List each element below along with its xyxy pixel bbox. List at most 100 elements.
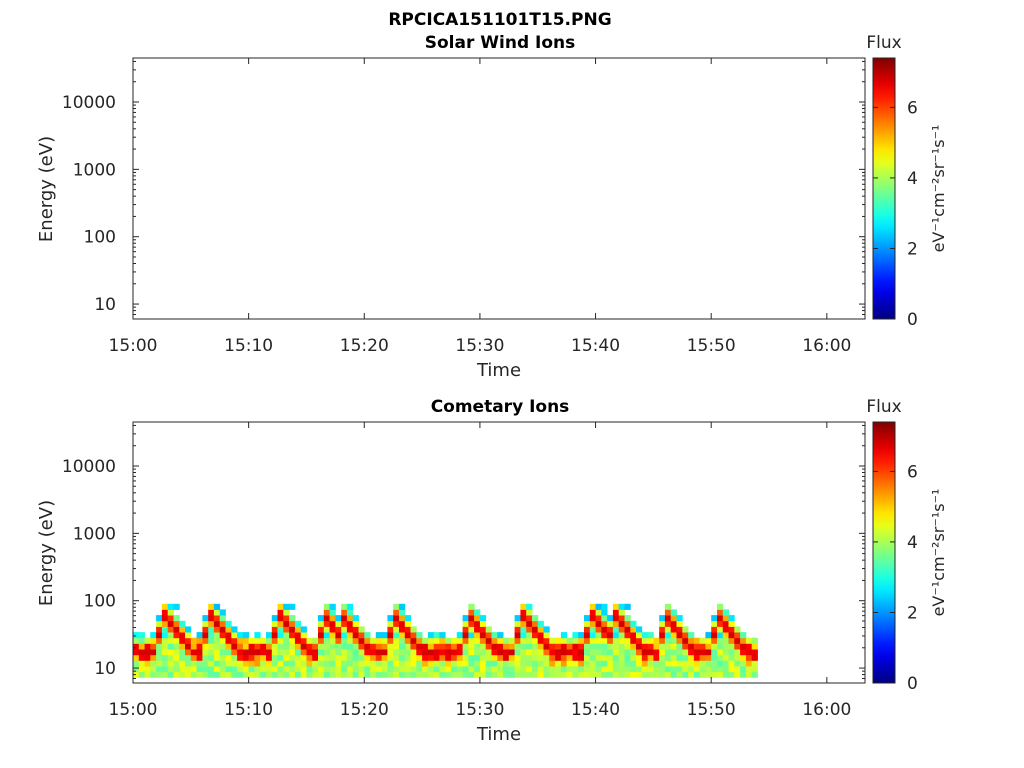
spectrogram-cell <box>346 649 354 656</box>
spectrogram-cell <box>734 654 741 661</box>
spectrogram-cell <box>289 671 296 678</box>
spectrogram-cell <box>294 643 302 650</box>
spectrogram-cell <box>566 643 573 650</box>
spectrogram-cell <box>647 671 654 678</box>
spectrogram-cell <box>566 649 573 656</box>
spectrogram-cell <box>219 649 226 656</box>
spectrogram-cell <box>416 649 423 656</box>
spectrogram-cell <box>711 632 718 639</box>
spectrogram-cell <box>630 626 637 633</box>
spectrogram-cell <box>705 654 712 661</box>
colorbar-title: Flux <box>866 397 901 417</box>
spectrogram-cell <box>705 660 712 667</box>
spectrogram-cell <box>179 654 186 661</box>
spectrogram-cell <box>485 654 492 661</box>
spectrogram-cell <box>427 643 435 650</box>
spectrogram-cell <box>659 637 666 644</box>
spectrogram-cell <box>572 671 579 678</box>
spectrogram-cell <box>682 649 689 656</box>
spectrogram-cell <box>474 654 481 661</box>
spectrogram-cell <box>352 615 359 622</box>
spectrogram-cell <box>456 643 463 650</box>
spectrogram-cell <box>173 671 180 678</box>
spectrogram-cell <box>289 666 296 673</box>
spectrogram-cell <box>150 643 157 650</box>
spectrogram-cell <box>659 620 666 627</box>
colorbar: 0 2 4 6 Flux eV⁻¹cm⁻²sr⁻¹s⁻¹ <box>866 33 948 330</box>
spectrogram-cell <box>185 660 192 667</box>
spectrogram-cell <box>491 654 498 661</box>
spectrogram-cell <box>659 632 666 639</box>
solar-wind-panel: Solar Wind Ions 15:00 15:10 15:20 15:30 15:4… <box>36 33 948 381</box>
spectrogram-cell <box>532 649 539 656</box>
spectrogram-cell <box>323 620 330 627</box>
spectrogram-cell <box>219 643 226 650</box>
spectrogram-cell <box>520 666 527 673</box>
spectrogram-cell <box>612 603 620 610</box>
spectrogram-cell <box>520 626 527 633</box>
spectrogram-cell <box>618 632 625 639</box>
spectrogram-cell <box>352 632 359 639</box>
spectrogram-cell <box>248 649 255 656</box>
spectrogram-cell <box>242 637 250 644</box>
spectrogram-cell <box>693 660 701 667</box>
spectrogram-cell <box>537 666 544 673</box>
spectrogram-cell <box>612 666 620 673</box>
spectrogram-cell <box>352 660 359 667</box>
spectrogram-cell <box>676 615 683 622</box>
spectrogram-cell <box>520 660 527 667</box>
spectrogram-cell <box>636 637 643 644</box>
spectrogram-cell <box>653 671 660 678</box>
x-tick-label: 15:30 <box>455 700 504 720</box>
spectrogram-cell <box>468 660 475 667</box>
spectrogram-cell <box>202 643 209 650</box>
spectrogram-cell <box>208 649 215 656</box>
spectrogram-cell <box>485 626 492 633</box>
spectrogram-cell <box>462 666 469 673</box>
spectrogram-cell <box>254 643 261 650</box>
spectrogram-cell <box>717 620 724 627</box>
spectrogram-cell <box>560 632 568 639</box>
spectrogram-cell <box>711 660 718 667</box>
spectrogram-cell <box>381 649 388 656</box>
spectrogram-cell <box>670 626 677 633</box>
spectrogram-cell <box>179 620 186 627</box>
spectrogram-cell <box>375 643 382 650</box>
spectrogram-cell <box>543 637 550 644</box>
spectrogram-cell <box>555 643 562 650</box>
spectrogram-cell <box>670 637 677 644</box>
spectrogram-cell <box>595 643 602 650</box>
spectrogram-cell <box>462 615 469 622</box>
spectrogram-cell <box>711 615 718 622</box>
spectrogram-cell <box>734 649 741 656</box>
spectrogram-cell <box>231 654 238 661</box>
spectrogram-cell <box>242 660 250 667</box>
spectrogram-cell <box>584 654 591 661</box>
spectrogram-cell <box>294 649 302 656</box>
spectrogram-cell <box>560 666 568 673</box>
spectrogram-cell <box>740 660 747 667</box>
spectrogram-cell <box>254 632 261 639</box>
spectrogram-cell <box>578 660 585 667</box>
spectrogram-cell <box>225 649 232 656</box>
spectrogram-cell <box>346 626 354 633</box>
spectrogram-cell <box>462 626 469 633</box>
spectrogram-cell <box>612 620 620 627</box>
spectrogram-cell <box>722 626 729 633</box>
spectrogram-cell <box>422 643 429 650</box>
spectrogram-cell <box>549 649 556 656</box>
spectrogram-cell <box>260 643 267 650</box>
spectrogram-cell <box>618 615 625 622</box>
spectrogram-cell <box>745 671 753 678</box>
spectrogram-cell <box>358 654 365 661</box>
spectrogram-cell <box>532 620 539 627</box>
cometary-panel: Cometary Ions 15:00 15:10 15:20 15:30 15:40 1… <box>36 397 948 745</box>
spectrogram-cell <box>138 649 145 656</box>
colorbar: 0 2 4 6 Flux eV⁻¹cm⁻²sr⁻¹s⁻¹ <box>866 397 948 694</box>
spectrogram-cell <box>346 632 354 639</box>
spectrogram-cell <box>242 654 250 661</box>
spectrogram-cell <box>508 660 515 667</box>
spectrogram-cell <box>318 660 325 667</box>
spectrogram-cell <box>728 649 735 656</box>
spectrogram-cell <box>266 666 273 673</box>
